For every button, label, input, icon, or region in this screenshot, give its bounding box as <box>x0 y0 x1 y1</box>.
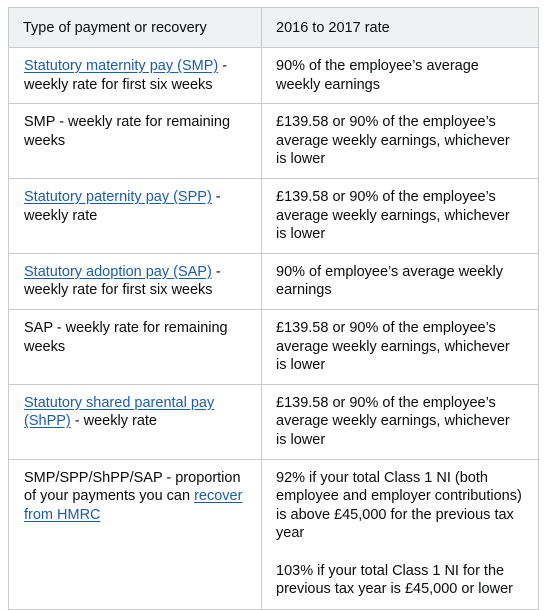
payment-type-text: - weekly rate <box>24 188 221 224</box>
column-header-rate: 2016 to 2017 rate <box>261 7 539 48</box>
table-row: SMP/SPP/ShPP/SAP - proportion of your pa… <box>8 458 539 610</box>
payment-type-cell: Statutory shared parental pay (ShPP) - w… <box>8 383 262 460</box>
rates-table: Type of payment or recovery 2016 to 2017… <box>8 7 539 610</box>
spp-link[interactable]: Statutory paternity pay (SPP) <box>24 188 212 205</box>
rate-cell: £139.58 or 90% of the employee’s average… <box>261 308 539 385</box>
payment-type-cell: Statutory paternity pay (SPP) - weekly r… <box>8 177 262 254</box>
payment-type-cell: SAP - weekly rate for remaining weeks <box>8 308 262 385</box>
rate-cell: 92% if your total Class 1 NI (both emplo… <box>261 458 539 610</box>
payment-type-cell: SMP/SPP/ShPP/SAP - proportion of your pa… <box>8 458 262 610</box>
rate-text-below-threshold: 103% if your total Class 1 NI for the pr… <box>276 562 513 598</box>
rate-cell: £139.58 or 90% of the employee’s average… <box>261 177 539 254</box>
rate-text-above-threshold: 92% if your total Class 1 NI (both emplo… <box>276 469 522 542</box>
recover-from-hmrc-link[interactable]: recover from HMRC <box>24 488 243 523</box>
table-row: SMP - weekly rate for remaining weeks £1… <box>8 103 539 179</box>
payment-type-text: - weekly rate <box>70 413 157 430</box>
column-header-payment-type: Type of payment or recovery <box>8 7 262 48</box>
rate-cell: 90% of employee’s average weekly earning… <box>261 252 539 310</box>
payment-type-text: SMP/SPP/ShPP/SAP - proportion of your pa… <box>24 469 241 505</box>
payment-type-text: - weekly rate for first six weeks <box>24 58 228 93</box>
table-header-row: Type of payment or recovery 2016 to 2017… <box>8 7 539 48</box>
shpp-link[interactable]: Statutory shared parental pay (ShPP) <box>24 394 215 430</box>
payment-type-cell: SMP - weekly rate for remaining weeks <box>8 103 262 179</box>
rate-cell: £139.58 or 90% of the employee’s average… <box>261 103 539 179</box>
table-row: Statutory maternity pay (SMP) - weekly r… <box>8 46 539 105</box>
table-row: Statutory shared parental pay (ShPP) - w… <box>8 383 539 460</box>
table-row: Statutory paternity pay (SPP) - weekly r… <box>8 177 539 254</box>
payment-type-cell: Statutory adoption pay (SAP) - weekly ra… <box>8 252 262 310</box>
sap-link[interactable]: Statutory adoption pay (SAP) <box>24 263 212 280</box>
rate-cell: 90% of the employee’s average weekly ear… <box>261 46 539 105</box>
table-row: Statutory adoption pay (SAP) - weekly ra… <box>8 252 539 310</box>
payment-type-text: - weekly rate for first six weeks <box>24 263 221 299</box>
table-row: SAP - weekly rate for remaining weeks £1… <box>8 308 539 385</box>
payment-type-cell: Statutory maternity pay (SMP) - weekly r… <box>8 46 262 105</box>
rate-cell: £139.58 or 90% of the employee’s average… <box>261 383 539 460</box>
smp-link[interactable]: Statutory maternity pay (SMP) <box>24 58 219 74</box>
